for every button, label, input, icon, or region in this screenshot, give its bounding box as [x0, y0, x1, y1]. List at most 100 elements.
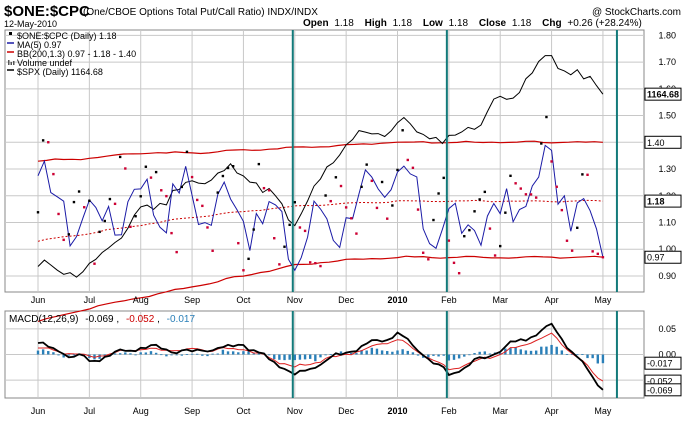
ratio-point	[144, 165, 148, 168]
ratio-point	[47, 141, 50, 144]
ratio-point	[314, 261, 317, 265]
chart-description: (One/CBOE Options Total Put/Call Ratio) …	[83, 7, 318, 18]
macd-histogram-bar	[298, 354, 302, 360]
month-label: Nov	[287, 295, 304, 305]
open-label: Open	[303, 18, 329, 29]
macd-histogram-bar	[144, 352, 148, 355]
legend-bb: BB(200,1.3) 0.97 - 1.18 - 1.40	[17, 49, 136, 59]
macd-month-label: Oct	[236, 406, 251, 416]
ratio-point	[406, 158, 409, 162]
macd-histogram-bar	[57, 354, 60, 356]
macd-histogram-bar	[47, 351, 50, 355]
macd-histogram-bar	[591, 354, 594, 359]
macd-histogram-bar	[437, 354, 440, 357]
macd-histogram-bar	[231, 351, 235, 355]
macd-histogram-bar	[180, 354, 184, 356]
ratio-point	[391, 204, 394, 207]
macd-histogram-bar	[447, 354, 451, 361]
macd-histogram-bar	[98, 354, 101, 359]
ratio-point	[396, 168, 399, 172]
macd-histogram-bar	[293, 354, 296, 361]
ratio-point	[72, 200, 76, 204]
macd-histogram-bar	[247, 351, 250, 355]
ratio-point	[601, 256, 605, 259]
ratio-point	[98, 230, 101, 234]
macd-tick-label: 0.05	[658, 324, 676, 334]
macd-month-label: Apr	[545, 406, 559, 416]
ohlc-row: Open 1.18 High 1.18 Low 1.18 Close 1.18 …	[303, 18, 642, 29]
ratio-point	[319, 264, 322, 268]
macd-histogram-bar	[170, 354, 173, 356]
open-value: 1.18	[334, 18, 354, 29]
ma5-path	[37, 144, 604, 272]
macd-histogram-bar	[601, 354, 605, 364]
macd-histogram-bar	[550, 344, 553, 355]
ratio-point	[237, 241, 240, 245]
macd-histogram-bar	[463, 354, 466, 357]
macd-histogram-bar	[545, 346, 548, 355]
ratio-point	[308, 261, 312, 264]
month-label: May	[594, 295, 612, 305]
macd-histogram-bar	[457, 354, 461, 359]
close-label: Close	[479, 18, 507, 29]
ratio-point	[493, 254, 497, 257]
macd-histogram-bar	[36, 350, 40, 355]
legend-volume: Volume undef	[17, 58, 73, 68]
macd-histogram-bar	[370, 347, 374, 355]
ratio-point	[473, 210, 476, 213]
ratio-point	[555, 185, 558, 188]
macd-histogram-bar	[391, 351, 394, 355]
bb-upper-line	[37, 140, 603, 162]
ratio-point	[375, 206, 379, 210]
month-label: Jul	[84, 295, 96, 305]
tag-bb-upper-box	[644, 135, 682, 149]
ratio-point	[67, 233, 71, 236]
macd-histogram-bar	[581, 354, 584, 355]
macd-histogram-bar	[596, 354, 599, 364]
month-label: Mar	[492, 295, 508, 305]
ratio-point	[463, 234, 466, 238]
ratio-point	[370, 179, 374, 183]
ratio-point	[545, 115, 548, 119]
ratio-point	[386, 217, 389, 220]
macd-histogram-bar	[483, 351, 487, 355]
macd-histogram-bar	[427, 354, 430, 358]
macd-histogram-bar	[303, 354, 307, 360]
month-label: Dec	[338, 295, 355, 305]
ratio-point	[108, 197, 112, 201]
macd-histogram-bar	[576, 354, 579, 356]
macd-histogram-bar	[524, 350, 528, 355]
macd-histogram-bar	[560, 350, 564, 355]
bb-middle-line	[37, 199, 603, 242]
macd-histogram-bar	[206, 354, 209, 357]
macd-histogram-bar	[278, 354, 281, 360]
ratio-point	[160, 189, 163, 192]
ratio-point	[457, 272, 461, 275]
tag-macd-signal-text: -0.052	[647, 377, 673, 387]
macd-histogram-bar	[139, 352, 142, 355]
macd-histogram-bar	[72, 354, 76, 356]
ratio-point	[570, 249, 574, 252]
tag-bb-lower-text: 0.97	[647, 253, 665, 263]
macd-histogram-bar	[124, 352, 127, 355]
tag-spx-text: 1164.68	[647, 90, 679, 100]
ratio-point	[103, 219, 106, 223]
ratio-point	[447, 239, 451, 242]
macd-histogram-bar	[62, 354, 65, 358]
macd-histogram-bar	[190, 353, 194, 355]
ratio-point	[427, 258, 430, 261]
macd-histogram-bar	[401, 349, 404, 355]
ratio-point	[149, 176, 153, 179]
macd-month-label: Feb	[441, 406, 457, 416]
ratio-point	[550, 160, 553, 163]
ratio-point	[350, 217, 353, 220]
macd-month-label: Jul	[84, 406, 96, 416]
watermark: @ StockCharts.com	[592, 7, 681, 18]
macd-histogram-bar	[257, 352, 261, 355]
ratio-point	[175, 250, 178, 254]
macd-histogram-bar	[201, 354, 204, 356]
macd-legend: MACD(12,26,9) -0.069 , -0.052 , -0.017	[9, 314, 195, 325]
macd-histogram-bar	[154, 352, 158, 355]
spx-line	[37, 55, 604, 278]
